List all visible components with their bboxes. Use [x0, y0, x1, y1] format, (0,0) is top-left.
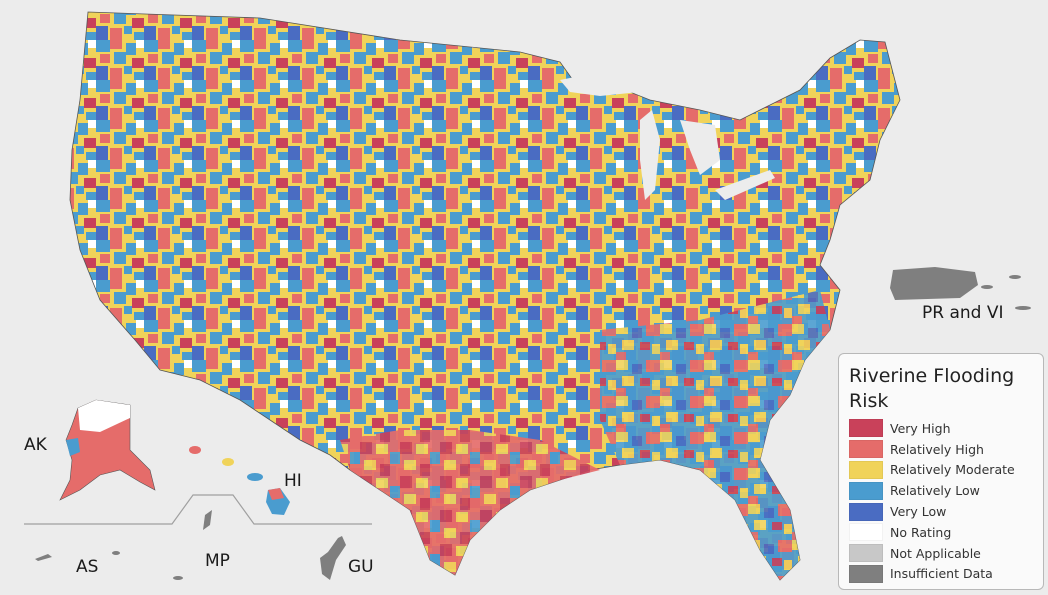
- legend-item-very-low: Very Low: [849, 501, 1033, 522]
- legend-label: Relatively Low: [890, 483, 980, 499]
- label-puerto-rico-virgin-islands: PR and VI: [922, 303, 1004, 323]
- legend-item-relatively-high: Relatively High: [849, 439, 1033, 460]
- alaska-north: [78, 400, 130, 432]
- swatch-very-low: [849, 502, 883, 521]
- northern-mariana-south[interactable]: [173, 576, 183, 580]
- swatch-insufficient-data: [849, 564, 883, 583]
- legend-item-very-high: Very High: [849, 418, 1033, 439]
- legend-item-insufficient-data: Insufficient Data: [849, 564, 1033, 585]
- northern-mariana-islands[interactable]: [203, 510, 212, 530]
- hawaii-oahu[interactable]: [222, 458, 234, 466]
- lake-erie: [715, 170, 775, 200]
- virgin-islands-3[interactable]: [1015, 306, 1031, 310]
- label-hawaii: HI: [284, 471, 302, 491]
- legend-item-no-rating: No Rating: [849, 522, 1033, 543]
- swatch-no-rating: [849, 523, 883, 542]
- swatch-not-applicable: [849, 544, 883, 563]
- american-samoa-east[interactable]: [112, 551, 120, 555]
- swatch-relatively-moderate: [849, 460, 883, 479]
- lake-superior: [560, 70, 660, 96]
- legend-label: Relatively Moderate: [890, 462, 1015, 478]
- lake-huron: [680, 120, 720, 175]
- legend-label: Relatively High: [890, 441, 984, 457]
- legend-title-line1: Riverine Flooding: [849, 365, 1015, 387]
- legend-label: Very Low: [890, 504, 947, 520]
- inset-separator-line: [24, 494, 372, 525]
- legend-label: Very High: [890, 420, 951, 436]
- legend-label: No Rating: [890, 524, 952, 540]
- gulf-coast-region: [340, 430, 600, 575]
- legend-item-relatively-moderate: Relatively Moderate: [849, 460, 1033, 481]
- label-alaska: AK: [24, 435, 47, 455]
- legend: Riverine Flooding Risk Very High Relativ…: [838, 353, 1044, 590]
- label-guam: GU: [348, 557, 374, 577]
- legend-title-line2: Risk: [849, 390, 889, 412]
- hawaii-maui[interactable]: [247, 473, 263, 481]
- virgin-islands-1[interactable]: [981, 285, 993, 289]
- guam[interactable]: [320, 536, 346, 580]
- legend-item-not-applicable: Not Applicable: [849, 543, 1033, 564]
- label-american-samoa: AS: [76, 557, 99, 577]
- alaska-west: [66, 438, 80, 456]
- swatch-relatively-low: [849, 481, 883, 500]
- legend-label: Not Applicable: [890, 545, 981, 561]
- legend-label: Insufficient Data: [890, 566, 993, 582]
- swatch-relatively-high: [849, 440, 883, 459]
- hawaii-kauai[interactable]: [189, 446, 201, 454]
- american-samoa[interactable]: [35, 554, 52, 561]
- legend-item-relatively-low: Relatively Low: [849, 480, 1033, 501]
- puerto-rico[interactable]: [890, 267, 978, 300]
- hawaii-big-island-north: [268, 488, 284, 500]
- southeast-region: [600, 290, 830, 580]
- swatch-very-high: [849, 419, 883, 438]
- label-northern-mariana: MP: [205, 551, 230, 571]
- lake-michigan: [640, 110, 660, 200]
- legend-title: Riverine Flooding Risk: [849, 364, 1033, 414]
- virgin-islands-2[interactable]: [1009, 275, 1021, 279]
